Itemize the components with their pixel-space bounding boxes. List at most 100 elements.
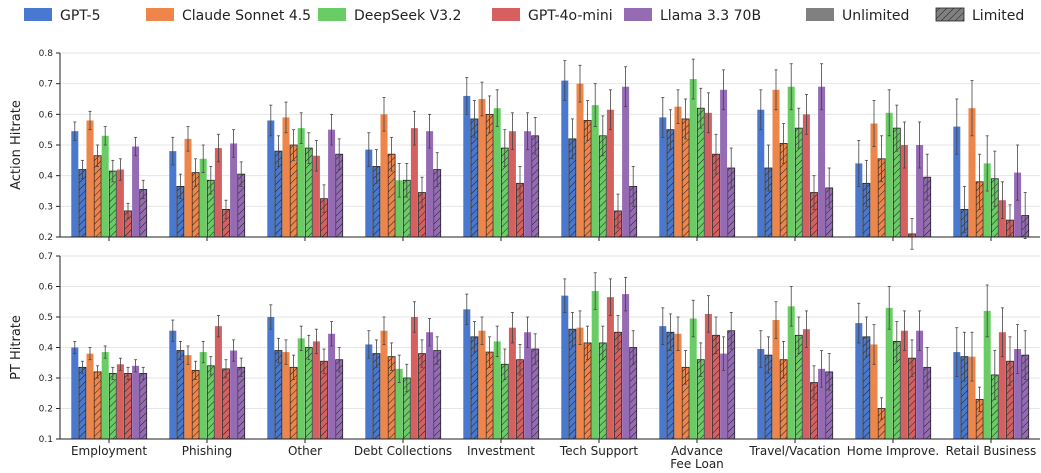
bar-hatch-gpt-4o-mini-limited <box>222 209 230 237</box>
bar-gpt-4o-mini-unlimited <box>116 169 124 237</box>
bar-claude-sonnet-4-5-unlimited <box>478 330 486 439</box>
bar-claude-sonnet-4-5-unlimited <box>674 106 682 238</box>
legend-swatch <box>24 8 52 21</box>
bar-gpt-5-unlimited <box>267 120 275 237</box>
bar-claude-sonnet-4-5-unlimited <box>478 99 486 237</box>
bar-llama-3-3-70b-unlimited <box>818 368 826 439</box>
bar-deepseek-v3-2-unlimited <box>689 79 697 237</box>
bar-hatch-claude-sonnet-4-5-limited <box>486 352 494 439</box>
bar-hatch-deepseek-v3-2-limited <box>795 335 803 439</box>
bar-hatch-deepseek-v3-2-limited <box>403 180 411 237</box>
bar-hatch-gpt-4o-mini-limited <box>810 382 818 439</box>
bar-llama-3-3-70b-unlimited <box>426 131 434 237</box>
bar-deepseek-v3-2-unlimited <box>101 352 109 439</box>
legend-item-deepseek-v3-2: DeepSeek V3.2 <box>318 8 461 24</box>
bar-deepseek-v3-2-unlimited <box>885 307 893 439</box>
x-tick-label: Phishing <box>182 444 233 458</box>
bar-hatch-llama-3-3-70b-limited <box>629 347 637 439</box>
bar-llama-3-3-70b-unlimited <box>1014 349 1022 439</box>
bar-hatch-claude-sonnet-4-5-limited <box>94 155 102 237</box>
x-tick-label: Debt Collections <box>354 444 452 458</box>
bar-gpt-4o-mini-unlimited <box>508 131 516 237</box>
bar-deepseek-v3-2-unlimited <box>493 341 501 439</box>
x-tick-label: Employment <box>71 444 147 458</box>
bar-deepseek-v3-2-unlimited <box>297 338 305 439</box>
bar-gpt-4o-mini-unlimited <box>802 329 810 439</box>
legend-swatch <box>806 8 834 21</box>
bar-group-other <box>267 101 344 238</box>
bar-llama-3-3-70b-unlimited <box>132 365 140 439</box>
bar-hatch-gpt-5-limited <box>568 329 576 439</box>
bar-claude-sonnet-4-5-unlimited <box>772 89 780 237</box>
bar-llama-3-3-70b-unlimited <box>132 146 140 237</box>
bar-gpt-4o-mini-unlimited <box>606 109 614 237</box>
bar-hatch-llama-3-3-70b-limited <box>139 373 147 439</box>
bar-deepseek-v3-2-unlimited <box>787 86 795 237</box>
bar-gpt-5-unlimited <box>169 151 177 237</box>
bar-hatch-claude-sonnet-4-5-limited <box>290 367 298 439</box>
x-tick-label: Tech Support <box>559 444 638 458</box>
bar-hatch-claude-sonnet-4-5-limited <box>976 399 984 439</box>
bar-hatch-gpt-4o-mini-limited <box>516 183 524 237</box>
y-tick-label: 0.1 <box>39 435 53 445</box>
bar-group-tech-support <box>561 272 638 440</box>
bar-hatch-deepseek-v3-2-limited <box>207 180 215 237</box>
bar-hatch-deepseek-v3-2-limited <box>991 178 999 237</box>
bar-group-employment <box>71 110 148 238</box>
bar-hatch-gpt-4o-mini-limited <box>418 353 426 439</box>
bar-gpt-5-unlimited <box>953 126 961 237</box>
bar-hatch-llama-3-3-70b-limited <box>237 174 245 237</box>
bar-hatch-gpt-5-limited <box>176 350 184 439</box>
x-tick-label: Fee Loan <box>670 457 724 469</box>
bar-gpt-4o-mini-unlimited <box>312 155 320 237</box>
bar-hatch-gpt-5-limited <box>372 166 380 237</box>
x-tick-label: Advance <box>671 444 723 458</box>
bar-deepseek-v3-2-unlimited <box>493 108 501 237</box>
bar-hatch-claude-sonnet-4-5-limited <box>192 172 200 237</box>
x-tick-label: Home Improve. <box>847 444 939 458</box>
bar-hatch-gpt-5-limited <box>176 186 184 237</box>
bar-hatch-llama-3-3-70b-limited <box>433 350 441 439</box>
bar-gpt-5-unlimited <box>953 352 961 439</box>
legend-item-claude-sonnet-4-5: Claude Sonnet 4.5 <box>146 8 311 24</box>
legend-label: DeepSeek V3.2 <box>354 8 461 24</box>
y-axis-label: Action Hitrate <box>9 100 24 190</box>
bar-gpt-4o-mini-unlimited <box>998 332 1006 439</box>
bar-hatch-gpt-5-limited <box>666 129 674 237</box>
bar-hatch-gpt-5-limited <box>862 336 870 439</box>
legend-item-gpt-5: GPT-5 <box>24 8 101 24</box>
y-tick-label: 0.2 <box>39 233 53 243</box>
bar-hatch-deepseek-v3-2-limited <box>403 378 411 439</box>
bar-gpt-5-unlimited <box>267 317 275 439</box>
bar-hatch-gpt-4o-mini-limited <box>712 335 720 439</box>
bar-hatch-llama-3-3-70b-limited <box>139 189 147 237</box>
bar-group-advance-fee-loan <box>659 58 736 238</box>
bar-deepseek-v3-2-unlimited <box>591 291 599 439</box>
bar-gpt-4o-mini-unlimited <box>704 112 712 237</box>
bar-hatch-gpt-5-limited <box>862 183 870 237</box>
bar-deepseek-v3-2-unlimited <box>885 112 893 237</box>
bar-group-home-improve <box>855 286 932 440</box>
bar-group-home-improve <box>855 89 932 250</box>
y-axis-label: PT Hitrate <box>9 315 24 380</box>
x-tick-label: Travel/Vacation <box>748 444 840 458</box>
bar-hatch-deepseek-v3-2-limited <box>109 171 117 237</box>
bar-group-tech-support <box>561 60 638 238</box>
legend-item-unlimited: Unlimited <box>806 8 909 24</box>
bar-hatch-gpt-5-limited <box>568 138 576 237</box>
bar-hatch-gpt-4o-mini-limited <box>222 368 230 439</box>
bar-gpt-5-unlimited <box>757 349 765 439</box>
legend-item-gpt-4o-mini: GPT-4o-mini <box>492 8 613 24</box>
legend-label: Unlimited <box>842 8 909 24</box>
bar-hatch-gpt-4o-mini-limited <box>516 359 524 439</box>
bar-hatch-deepseek-v3-2-limited <box>305 347 313 439</box>
bar-gpt-4o-mini-unlimited <box>214 326 222 439</box>
bar-claude-sonnet-4-5-unlimited <box>772 320 780 439</box>
bar-gpt-4o-mini-unlimited <box>116 364 124 439</box>
bar-claude-sonnet-4-5-unlimited <box>282 352 290 439</box>
bar-hatch-claude-sonnet-4-5-limited <box>192 370 200 439</box>
bar-llama-3-3-70b-unlimited <box>622 294 630 439</box>
legend: GPT-5 Claude Sonnet 4.5 DeepSeek V3.2 GPT-4… <box>24 7 1024 24</box>
